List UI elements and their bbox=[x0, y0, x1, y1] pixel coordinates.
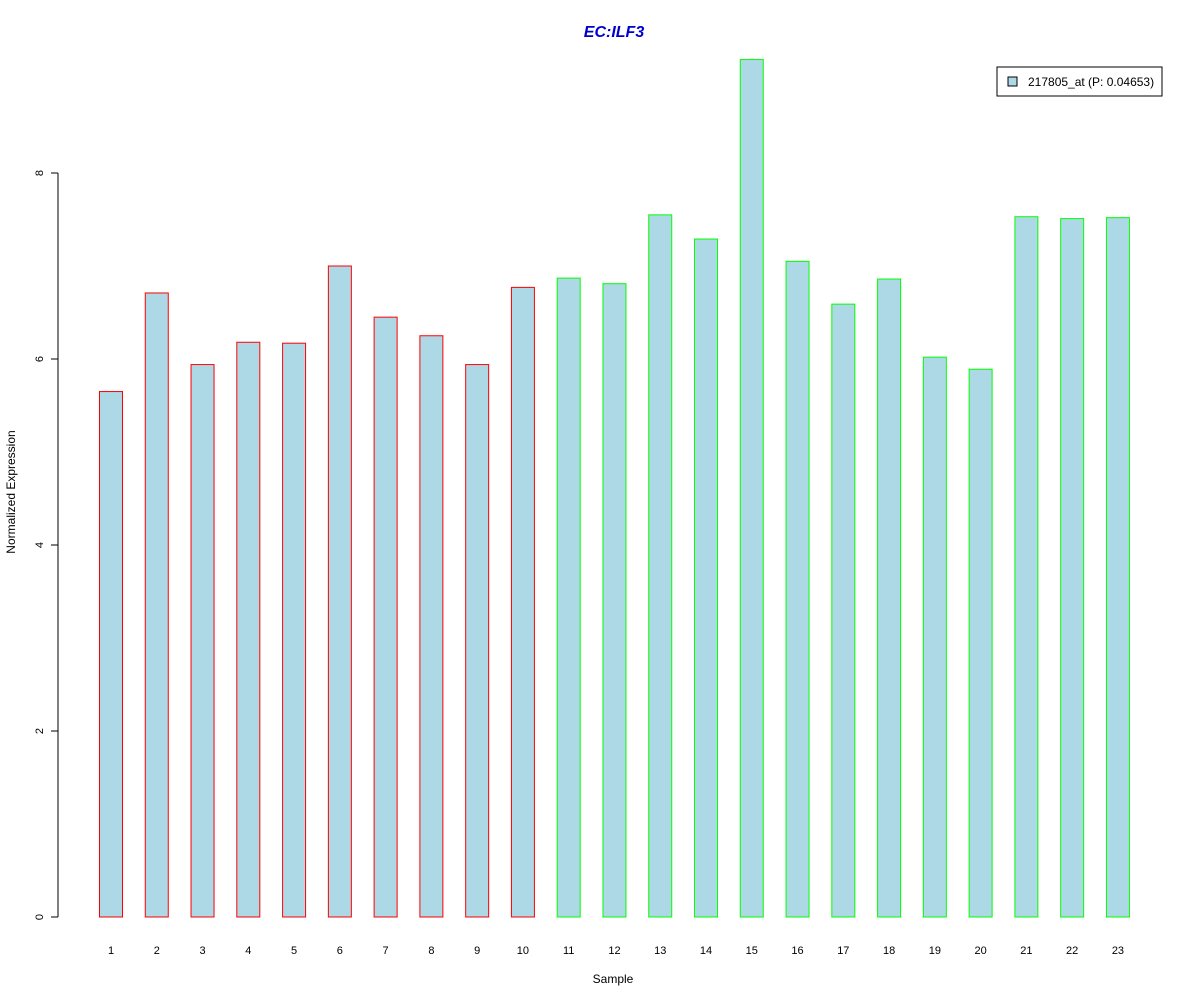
x-tick-label: 22 bbox=[1066, 945, 1078, 957]
x-tick-label: 13 bbox=[654, 945, 666, 957]
x-tick-label: 7 bbox=[383, 945, 389, 957]
x-tick-label: 5 bbox=[291, 945, 297, 957]
bar-sample-8 bbox=[419, 335, 444, 918]
x-tick-label: 17 bbox=[837, 945, 849, 957]
y-axis: 0 2 4 6 8 bbox=[34, 170, 59, 920]
y-tick-label: 4 bbox=[34, 542, 46, 548]
y-tick-label: 8 bbox=[34, 170, 46, 176]
bars bbox=[99, 59, 1130, 918]
y-axis-title: Normalized Expression bbox=[4, 430, 18, 553]
bar-sample-13 bbox=[648, 214, 673, 918]
chart-title: EC:ILF3 bbox=[584, 24, 645, 41]
y-tick-label: 6 bbox=[34, 356, 46, 362]
bar-sample-16 bbox=[785, 260, 810, 918]
bar-sample-22 bbox=[1060, 218, 1085, 918]
bar-sample-23 bbox=[1105, 217, 1130, 918]
x-tick-label: 23 bbox=[1112, 945, 1124, 957]
legend-swatch bbox=[1007, 76, 1018, 87]
x-tick-label: 10 bbox=[517, 945, 529, 957]
x-tick-label: 14 bbox=[700, 945, 712, 957]
bar-sample-9 bbox=[465, 364, 490, 918]
x-tick-label: 8 bbox=[428, 945, 434, 957]
x-axis-tick-labels: 1 2 3 4 5 6 7 8 9 10 11 12 13 14 15 16 17 18 19 20 21 22 23 bbox=[108, 945, 1124, 957]
x-tick-label: 18 bbox=[883, 945, 895, 957]
bar-sample-4 bbox=[236, 341, 261, 918]
bar-sample-1 bbox=[99, 391, 123, 918]
bar-sample-14 bbox=[694, 238, 719, 918]
legend-box bbox=[996, 66, 1163, 97]
x-tick-label: 15 bbox=[746, 945, 758, 957]
x-tick-label: 3 bbox=[199, 945, 205, 957]
bar-sample-2 bbox=[144, 292, 169, 918]
bar-sample-20 bbox=[968, 368, 993, 918]
x-tick-label: 6 bbox=[337, 945, 343, 957]
x-tick-label: 1 bbox=[108, 945, 114, 957]
bar-sample-17 bbox=[831, 303, 856, 918]
x-axis-title: Sample bbox=[593, 972, 634, 986]
bar-sample-11 bbox=[556, 277, 581, 918]
bar-sample-12 bbox=[602, 283, 627, 918]
bar-sample-6 bbox=[327, 265, 352, 918]
bar-sample-7 bbox=[373, 316, 398, 918]
x-tick-label: 2 bbox=[154, 945, 160, 957]
x-tick-label: 11 bbox=[563, 945, 574, 957]
x-tick-label: 12 bbox=[608, 945, 620, 957]
legend: 217805_at (P: 0.04653) bbox=[996, 66, 1163, 97]
x-tick-label: 21 bbox=[1020, 945, 1032, 957]
bar-sample-15 bbox=[739, 59, 764, 918]
x-tick-label: 19 bbox=[929, 945, 941, 957]
bar-sample-21 bbox=[1014, 216, 1039, 918]
x-tick-label: 20 bbox=[975, 945, 987, 957]
legend-label: 217805_at (P: 0.04653) bbox=[1028, 75, 1154, 89]
x-tick-label: 9 bbox=[474, 945, 480, 957]
bar-sample-3 bbox=[190, 364, 215, 918]
y-tick-label: 0 bbox=[34, 914, 46, 920]
bar-sample-10 bbox=[510, 286, 535, 918]
x-tick-label: 16 bbox=[791, 945, 803, 957]
y-tick-label: 2 bbox=[34, 728, 46, 734]
x-tick-label: 4 bbox=[245, 945, 251, 957]
bar-sample-19 bbox=[922, 356, 947, 918]
bar-sample-18 bbox=[877, 278, 902, 918]
bar-sample-5 bbox=[282, 342, 307, 918]
